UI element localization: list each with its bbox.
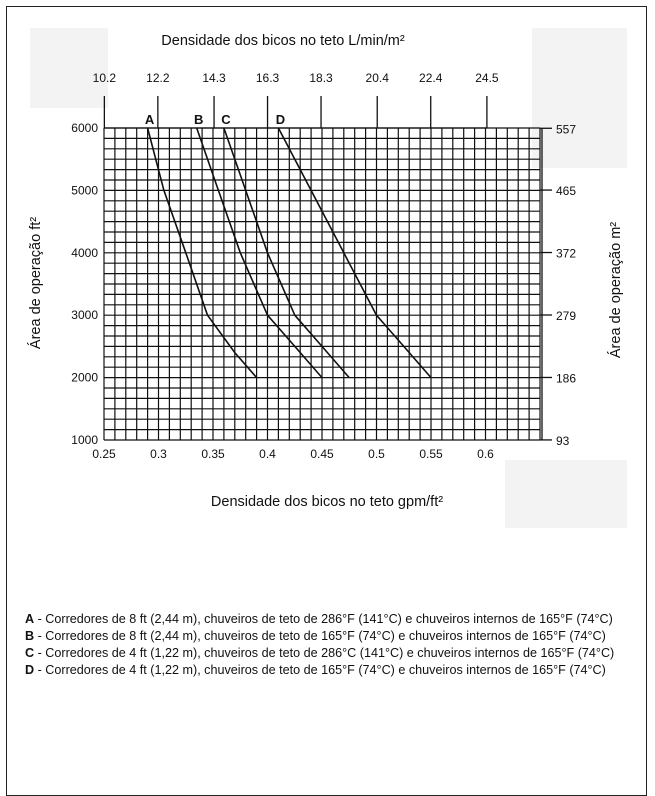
series-label-a: A	[145, 112, 155, 127]
legend-key: A	[25, 612, 35, 626]
legend-text: - Corredores de 4 ft (1,22 m), chuveiros…	[34, 646, 615, 660]
left-tick-label: 3000	[71, 308, 98, 322]
right-tick-label: 372	[556, 247, 576, 261]
bottom-tick-label: 0.3	[150, 447, 167, 461]
top-tick-label: 24.5	[475, 71, 499, 85]
right-tick-label: 279	[556, 309, 576, 323]
top-tick-label: 20.4	[366, 71, 390, 85]
legend-entry-a: A - Corredores de 8 ft (2,44 m), chuveir…	[25, 611, 635, 628]
top-tick-label: 12.2	[146, 71, 170, 85]
bottom-tick-label: 0.4	[259, 447, 276, 461]
bottom-tick-label: 0.35	[201, 447, 225, 461]
top-tick-label: 10.2	[93, 71, 117, 85]
left-tick-label: 6000	[71, 121, 98, 135]
series-label-c: C	[221, 112, 231, 127]
legend-text: - Corredores de 4 ft (1,22 m), chuveiros…	[34, 663, 606, 677]
right-tick-label: 465	[556, 184, 576, 198]
legend: A - Corredores de 8 ft (2,44 m), chuveir…	[25, 611, 635, 679]
left-tick-label: 1000	[71, 433, 98, 447]
series-curve-d	[277, 127, 432, 379]
right-tick-label: 557	[556, 122, 576, 136]
y-axis-title-left: Área de operação ft²	[27, 217, 44, 349]
background-shade	[532, 28, 627, 168]
top-axis-title: Densidade dos bicos no teto L/min/m²	[161, 33, 405, 49]
top-tick-label: 18.3	[309, 71, 333, 85]
series-label-bg	[191, 111, 206, 126]
legend-entry-c: C - Corredores de 4 ft (1,22 m), chuveir…	[25, 645, 635, 662]
top-tick-label: 14.3	[202, 71, 226, 85]
legend-entry-b: B - Corredores de 8 ft (2,44 m), chuveir…	[25, 628, 635, 645]
bottom-tick-label: 0.45	[310, 447, 334, 461]
right-tick-label: 93	[556, 434, 570, 448]
bottom-tick-label: 0.25	[92, 447, 116, 461]
series-curve-b	[195, 127, 323, 379]
legend-text: - Corredores de 8 ft (2,44 m), chuveiros…	[34, 612, 613, 626]
series: A B C D	[142, 111, 432, 379]
series-label-bg	[218, 111, 233, 126]
legend-text: - Corredores de 8 ft (2,44 m), chuveiros…	[34, 629, 606, 643]
series-curve-a	[146, 127, 258, 379]
legend-key: B	[25, 629, 35, 643]
top-tick-label: 22.4	[419, 71, 443, 85]
series-label-d: D	[276, 112, 285, 127]
bottom-tick-label: 0.6	[477, 447, 494, 461]
series-label-bg	[273, 111, 288, 126]
grid	[103, 127, 541, 441]
x-axis-title: Densidade dos bicos no teto gpm/ft²	[211, 494, 443, 510]
chart: 10.2 12.2 14.3 16.3 18.3 20.4 22.4 24.5 93 186 279…	[27, 33, 624, 510]
bottom-tick-label: 0.55	[419, 447, 443, 461]
background-shade	[505, 460, 627, 528]
legend-entry-d: D - Corredores de 4 ft (1,22 m), chuveir…	[25, 662, 635, 679]
left-tick-label: 5000	[71, 183, 98, 197]
legend-key: C	[25, 646, 35, 660]
background-shade	[30, 28, 108, 108]
y-axis-title-right: Área de operação m²	[607, 222, 624, 358]
left-tick-label: 2000	[71, 371, 98, 385]
axes: 10.2 12.2 14.3 16.3 18.3 20.4 22.4 24.5 93 186 279…	[71, 71, 576, 461]
left-tick-label: 4000	[71, 246, 98, 260]
series-curve-c	[223, 127, 350, 379]
top-tick-label: 16.3	[256, 71, 280, 85]
series-label-bg	[142, 111, 157, 126]
right-tick-label: 186	[556, 371, 576, 385]
bottom-tick-label: 0.5	[368, 447, 385, 461]
series-label-b: B	[194, 112, 203, 127]
legend-key: D	[25, 663, 35, 677]
